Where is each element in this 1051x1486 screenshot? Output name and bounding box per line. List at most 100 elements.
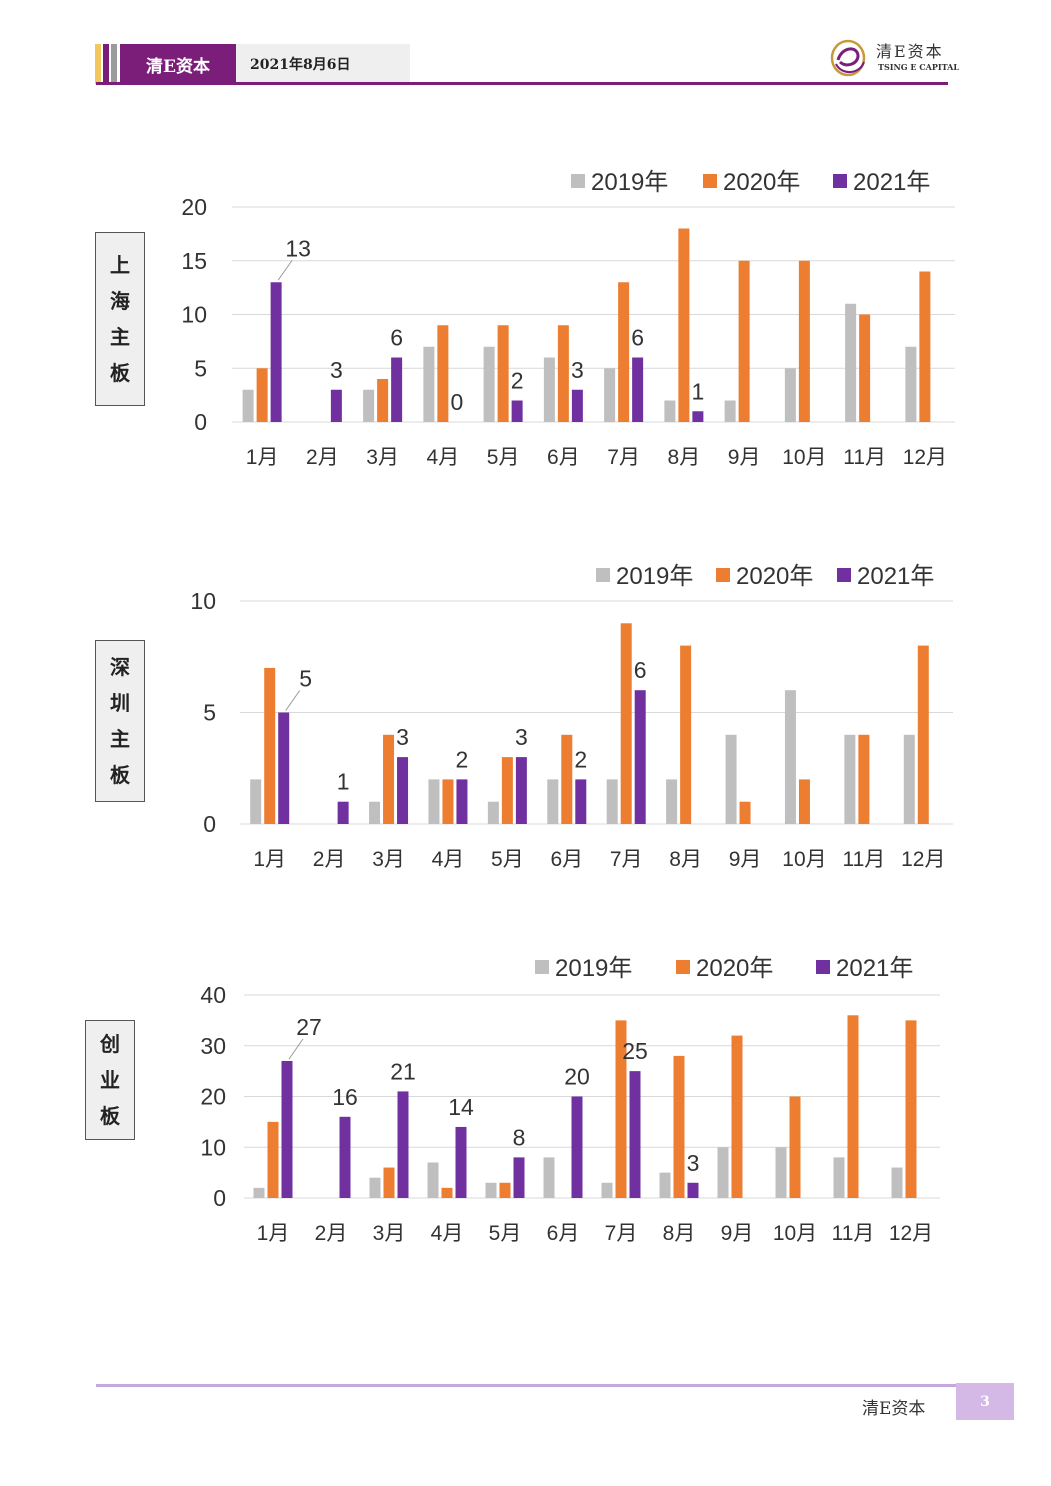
data-label: 6 xyxy=(631,325,644,351)
bar xyxy=(485,1182,497,1198)
legend-swatch xyxy=(833,174,847,188)
data-label: 3 xyxy=(571,357,584,383)
x-tick-label: 7月 xyxy=(605,1222,638,1245)
bar xyxy=(267,1121,279,1198)
bar xyxy=(547,779,559,824)
side-label-char: 主 xyxy=(110,727,130,751)
data-label: 6 xyxy=(634,657,647,683)
bar xyxy=(845,303,857,422)
bar xyxy=(618,282,630,422)
side-label-char: 上 xyxy=(110,253,130,277)
legend-swatch xyxy=(716,568,730,582)
legend-label: 2021年 xyxy=(836,955,913,982)
legend-swatch xyxy=(816,960,830,974)
data-label: 8 xyxy=(513,1124,526,1150)
bar xyxy=(369,801,381,824)
side-label-sz: 深 圳 主 板 xyxy=(95,640,145,802)
bar xyxy=(606,779,618,824)
x-tick-label: 12月 xyxy=(889,1222,933,1245)
bar xyxy=(427,1162,439,1198)
bar xyxy=(692,411,704,422)
bar xyxy=(571,1096,583,1198)
x-tick-label: 6月 xyxy=(550,848,583,871)
header-stripe-purple xyxy=(103,44,109,84)
data-label: 2 xyxy=(574,746,587,772)
data-label: 6 xyxy=(390,325,403,351)
y-tick-label: 10 xyxy=(190,588,216,614)
side-label-char: 创 xyxy=(100,1032,120,1056)
data-label: 14 xyxy=(448,1094,474,1120)
bar xyxy=(270,282,282,422)
y-tick-label: 0 xyxy=(194,409,207,435)
bar xyxy=(253,1187,265,1198)
data-label: 1 xyxy=(337,769,350,795)
x-tick-label: 4月 xyxy=(427,446,460,469)
x-tick-label: 9月 xyxy=(721,1222,754,1245)
x-tick-label: 5月 xyxy=(489,1222,522,1245)
leader-line xyxy=(288,1038,304,1060)
logo-text-cn: 清E资本 xyxy=(876,42,944,61)
x-tick-label: 6月 xyxy=(547,446,580,469)
bar xyxy=(557,325,569,422)
bar xyxy=(278,712,290,824)
x-tick-label: 11月 xyxy=(843,446,886,469)
header-stripe-gray xyxy=(111,44,117,84)
x-tick-label: 4月 xyxy=(431,1222,464,1245)
bar xyxy=(844,734,856,824)
bar xyxy=(441,1187,453,1198)
x-tick-label: 12月 xyxy=(903,446,947,469)
bar xyxy=(738,260,750,422)
bar xyxy=(632,357,644,422)
bar xyxy=(601,1182,613,1198)
side-label-char: 圳 xyxy=(110,691,130,715)
data-label: 2 xyxy=(511,368,524,394)
bar xyxy=(615,1020,627,1198)
bar xyxy=(680,645,692,824)
bar xyxy=(919,271,931,422)
data-label: 16 xyxy=(332,1084,358,1110)
side-label-char: 板 xyxy=(110,763,130,787)
data-label: 3 xyxy=(330,357,343,383)
x-tick-label: 11月 xyxy=(832,1222,875,1245)
bar xyxy=(571,389,583,422)
bar xyxy=(242,389,254,422)
header-stripe-yellow xyxy=(95,44,101,84)
x-tick-label: 9月 xyxy=(729,848,762,871)
data-label: 20 xyxy=(564,1064,590,1090)
bar xyxy=(363,389,375,422)
x-tick-label: 1月 xyxy=(257,1222,290,1245)
bar xyxy=(739,801,751,824)
legend-swatch xyxy=(837,568,851,582)
leader-line xyxy=(277,259,293,281)
y-tick-label: 15 xyxy=(181,248,207,274)
data-label: 27 xyxy=(296,1014,322,1040)
bar xyxy=(666,779,678,824)
x-tick-label: 3月 xyxy=(366,446,399,469)
bar xyxy=(789,1096,801,1198)
y-tick-label: 0 xyxy=(203,811,216,837)
bar xyxy=(798,260,810,422)
x-tick-label: 2月 xyxy=(313,848,346,871)
legend-label: 2020年 xyxy=(736,563,813,590)
x-tick-label: 3月 xyxy=(373,1222,406,1245)
y-tick-label: 5 xyxy=(203,700,216,726)
x-tick-label: 7月 xyxy=(607,446,640,469)
data-label: 5 xyxy=(299,666,312,692)
bar xyxy=(678,228,690,422)
data-label: 2 xyxy=(456,746,469,772)
bar xyxy=(784,690,796,824)
bar xyxy=(659,1172,671,1198)
data-label: 3 xyxy=(687,1150,700,1176)
y-tick-label: 40 xyxy=(200,982,226,1008)
bar xyxy=(833,1157,845,1198)
x-tick-label: 10月 xyxy=(773,1222,817,1245)
bar xyxy=(847,1015,859,1198)
data-label: 25 xyxy=(622,1038,648,1064)
legend-swatch xyxy=(535,960,549,974)
bar xyxy=(511,400,523,422)
legend-label: 2019年 xyxy=(555,955,632,982)
bar xyxy=(513,1157,525,1198)
legend-label: 2020年 xyxy=(723,169,800,196)
y-tick-label: 30 xyxy=(200,1033,226,1059)
x-tick-label: 6月 xyxy=(547,1222,580,1245)
